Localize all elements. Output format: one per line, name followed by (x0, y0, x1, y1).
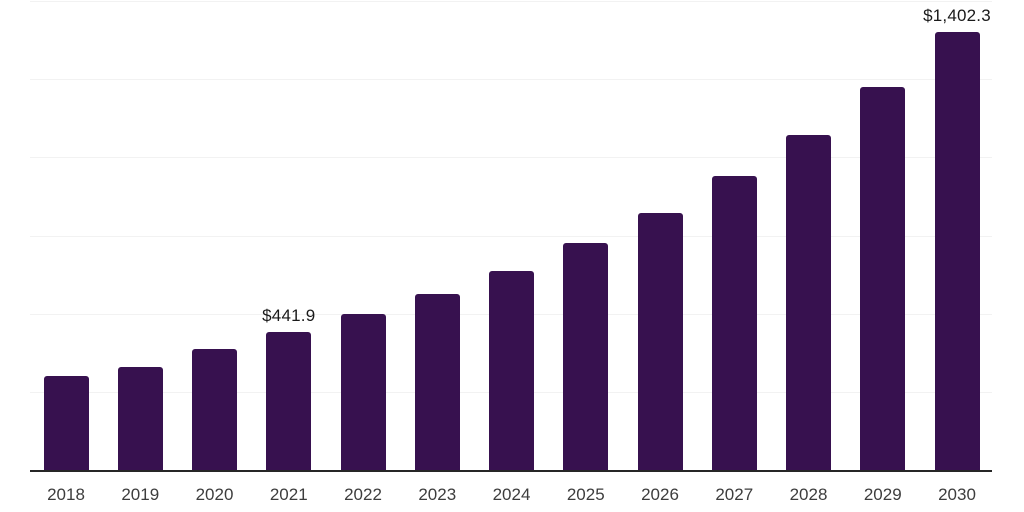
gridline-1000 (30, 157, 992, 159)
x-tick-2020: 2020 (195, 485, 234, 504)
x-axis-line (30, 470, 992, 472)
bar-2020 (192, 349, 237, 471)
x-tick-2029: 2029 (863, 485, 902, 504)
x-tick-2024: 2024 (492, 485, 531, 504)
bar-2028 (786, 135, 831, 471)
bar-2019 (117, 367, 163, 471)
x-tick-2030: 2030 (938, 485, 976, 504)
bar-2018 (43, 376, 89, 471)
bar-2026 (637, 212, 683, 471)
bar-2021 (266, 331, 312, 471)
data-label-2021: $441.9 (262, 305, 316, 325)
bar-2030 (934, 31, 980, 471)
x-tick-2022: 2022 (344, 485, 382, 504)
bar-2025 (563, 242, 609, 471)
bar-2029 (860, 87, 906, 471)
x-tick-2021: 2021 (269, 485, 308, 504)
x-tick-2023: 2023 (418, 485, 457, 504)
data-label-2030: $1,402.3 (923, 5, 991, 25)
x-tick-2019: 2019 (121, 485, 160, 504)
bar-2024 (489, 270, 534, 471)
gridline-1250 (30, 79, 992, 81)
gridline-750 (30, 235, 992, 237)
bar-2027 (711, 176, 757, 471)
x-tick-2018: 2018 (47, 485, 85, 504)
x-tick-2025: 2025 (566, 485, 605, 504)
gridline-1500 (30, 1, 992, 2)
bar-2022 (340, 314, 386, 471)
x-tick-2028: 2028 (789, 485, 828, 504)
x-tick-2027: 2027 (715, 485, 754, 504)
x-tick-2026: 2026 (641, 485, 679, 504)
bar-2023 (414, 293, 460, 471)
